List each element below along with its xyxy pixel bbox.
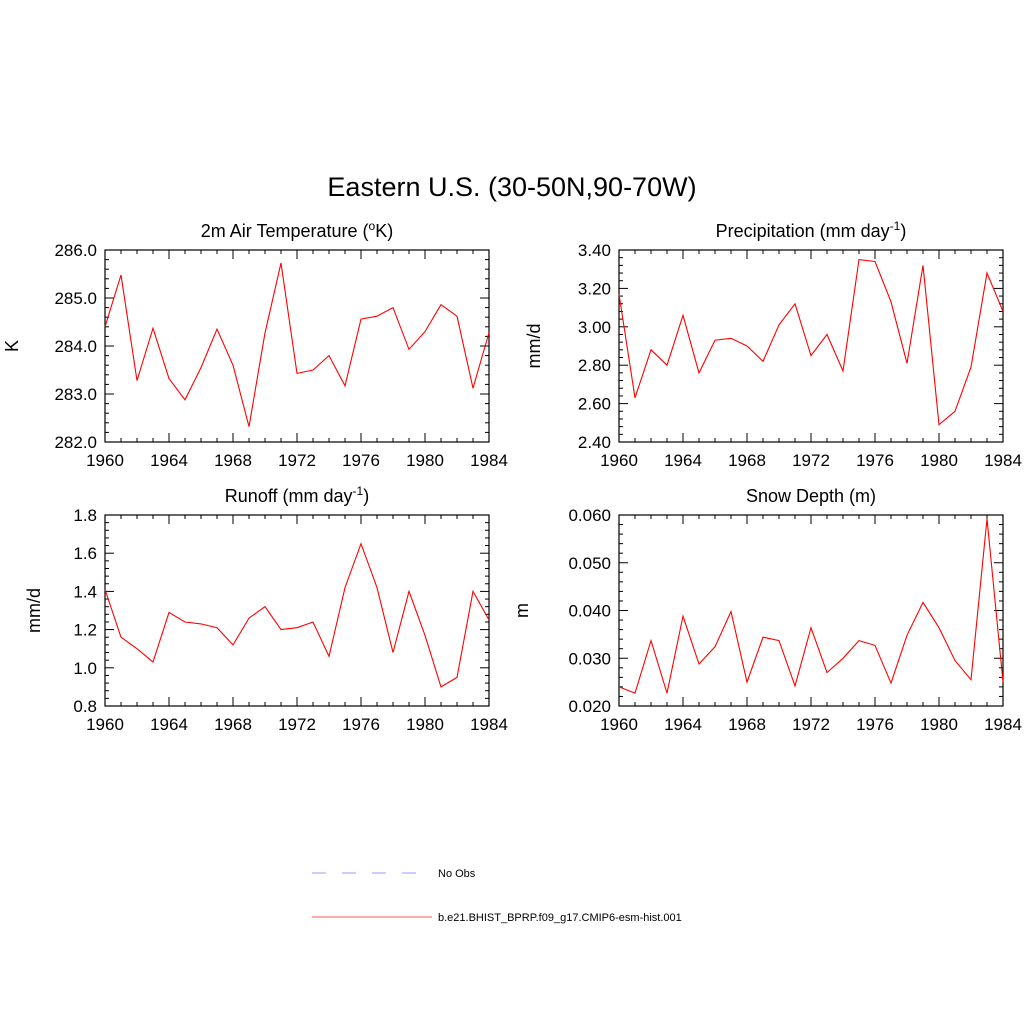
legend-label-model: b.e21.BHIST_BPRP.f09_g17.CMIP6-esm-hist.… [438, 912, 682, 924]
x-tick-label: 1976 [342, 715, 380, 734]
legend-label-no-obs: No Obs [438, 868, 476, 880]
x-tick-label: 1976 [342, 451, 380, 470]
plot-frame [104, 514, 490, 707]
x-tick-label: 1980 [920, 451, 958, 470]
y-tick-label: 1.4 [73, 582, 97, 601]
series-line [104, 262, 490, 427]
y-tick-label: 0.040 [568, 602, 611, 621]
panel-temperature: 2m Air Temperature (oK) K 1960 1964 1968 1972… [2, 219, 508, 470]
x-tick-label: 1968 [728, 451, 766, 470]
x-tick-label: 1968 [728, 715, 766, 734]
x-tick-label: 1980 [406, 451, 444, 470]
panel-snow-depth: Snow Depth (m) m 1960 1964 1968 1972 1976 1980 1… [512, 486, 1022, 734]
x-tick-label: 1984 [470, 715, 508, 734]
series-line [618, 258, 1004, 426]
plot-frame [104, 249, 490, 443]
x-tick-label: 1976 [856, 715, 894, 734]
plot-frame [618, 249, 1004, 443]
y-axis-label: mm/d [24, 588, 44, 633]
x-tick-label: 1972 [278, 715, 316, 734]
legend: No Obs b.e21.BHIST_BPRP.f09_g17.CMIP6-es… [312, 868, 682, 924]
x-tick-label: 1984 [984, 451, 1022, 470]
x-tick-label: 1968 [214, 451, 252, 470]
panel-title: Runoff (mm day-1) [225, 484, 369, 506]
y-tick-label: 3.00 [578, 318, 611, 337]
x-tick-label: 1964 [664, 451, 702, 470]
x-tick-label: 1960 [600, 451, 638, 470]
x-tick-label: 1980 [406, 715, 444, 734]
y-tick-label: 0.050 [568, 554, 611, 573]
y-tick-label: 3.20 [578, 279, 611, 298]
panel-title: Snow Depth (m) [746, 486, 876, 506]
x-tick-label: 1976 [856, 451, 894, 470]
panel-precipitation: Precipitation (mm day-1) mm/d 1960 1964 1968… [524, 219, 1022, 470]
x-tick-label: 1972 [792, 451, 830, 470]
y-tick-label: 3.40 [578, 241, 611, 260]
series-line [104, 542, 490, 688]
x-tick-label: 1980 [920, 715, 958, 734]
x-tick-label: 1972 [792, 715, 830, 734]
x-tick-label: 1984 [470, 451, 508, 470]
x-tick-label: 1964 [664, 715, 702, 734]
x-tick-label: 1960 [86, 451, 124, 470]
panel-title: Precipitation (mm day-1) [716, 219, 907, 241]
y-tick-label: 286.0 [54, 241, 97, 260]
panel-title: 2m Air Temperature (oK) [201, 219, 393, 241]
main-title: Eastern U.S. (30-50N,90-70W) [327, 172, 696, 202]
y-axis-label: mm/d [524, 324, 544, 369]
y-tick-label: 2.40 [578, 433, 611, 452]
y-tick-label: 0.8 [73, 697, 97, 716]
y-axis-label: m [512, 603, 532, 618]
panel-runoff: Runoff (mm day-1) mm/d 1960 1964 1968 1972 197… [24, 484, 508, 734]
y-tick-label: 285.0 [54, 289, 97, 308]
x-tick-label: 1964 [150, 451, 188, 470]
x-tick-label: 1972 [278, 451, 316, 470]
y-tick-label: 1.8 [73, 506, 97, 525]
y-tick-label: 1.0 [73, 659, 97, 678]
x-tick-label: 1964 [150, 715, 188, 734]
chart-panels: 2m Air Temperature (oK) K 1960 1964 1968 1972… [2, 219, 1022, 734]
x-tick-label: 1960 [86, 715, 124, 734]
y-tick-label: 0.030 [568, 649, 611, 668]
x-tick-label: 1960 [600, 715, 638, 734]
y-axis-label: K [2, 340, 22, 352]
y-tick-label: 283.0 [54, 385, 97, 404]
y-tick-label: 0.020 [568, 697, 611, 716]
y-tick-label: 1.2 [73, 621, 97, 640]
x-tick-label: 1968 [214, 715, 252, 734]
x-tick-label: 1984 [984, 715, 1022, 734]
y-tick-label: 2.80 [578, 356, 611, 375]
plot-frame [618, 514, 1004, 707]
y-tick-label: 1.6 [73, 544, 97, 563]
y-tick-label: 282.0 [54, 433, 97, 452]
series-line [618, 518, 1004, 694]
y-tick-label: 0.060 [568, 506, 611, 525]
y-tick-label: 2.60 [578, 395, 611, 414]
y-tick-label: 284.0 [54, 337, 97, 356]
